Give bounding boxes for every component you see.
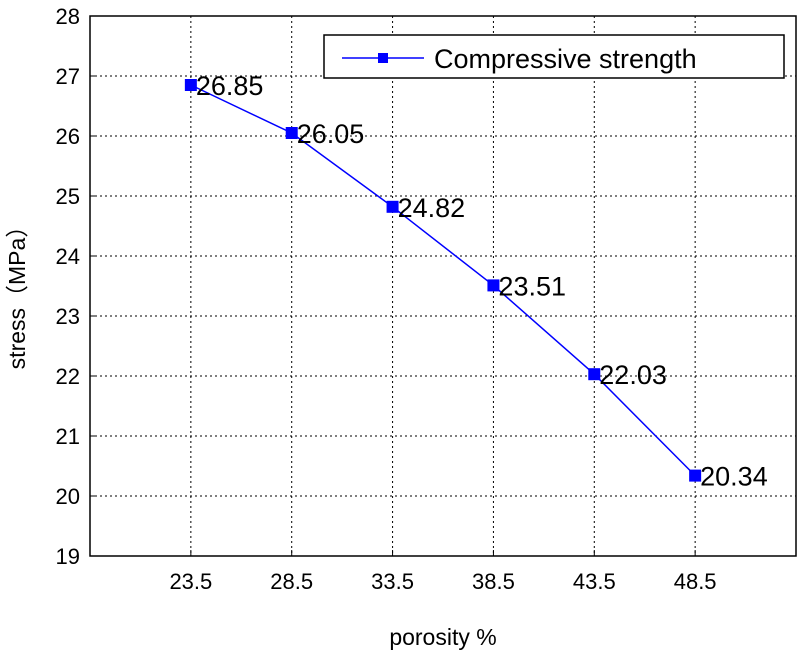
y-tick-label: 26: [56, 124, 80, 149]
x-tick-label: 38.5: [472, 569, 515, 594]
data-point-marker: [588, 368, 601, 381]
y-tick-label: 19: [56, 544, 80, 569]
legend-marker: [378, 53, 388, 63]
y-tick-label: 24: [56, 244, 80, 269]
y-tick-label: 27: [56, 64, 80, 89]
data-label: 20.34: [700, 462, 768, 492]
series-line: [190, 84, 696, 477]
data-label: 23.51: [498, 271, 566, 301]
x-tick-label: 43.5: [573, 569, 616, 594]
legend-label: Compressive strength: [434, 44, 697, 74]
grid-lines: [90, 16, 796, 556]
y-tick-label: 22: [56, 364, 80, 389]
x-axis-label: porosity %: [389, 624, 496, 650]
y-tick-label: 23: [56, 304, 80, 329]
data-point-marker: [285, 127, 298, 139]
data-label: 22.03: [599, 360, 667, 390]
x-tick-label: 28.5: [270, 569, 313, 594]
data-point-marker: [487, 279, 500, 292]
data-label: 26.05: [297, 119, 365, 149]
x-tick-label: 33.5: [371, 569, 414, 594]
legend: Compressive strength: [323, 34, 785, 79]
data-point-marker: [184, 79, 197, 91]
y-tick-label: 25: [56, 184, 80, 209]
data-point-marker: [386, 200, 399, 213]
y-axis-label: stress（MPa）: [4, 215, 30, 370]
legend-box: [323, 34, 785, 79]
plot-area-frame: [89, 15, 797, 557]
y-tick-label: 21: [56, 424, 80, 449]
y-tick-label: 28: [56, 4, 80, 29]
data-point-marker: [689, 469, 702, 482]
series-layer: 26.85 26.05 24.82 23.51 22.03 20.34: [184, 71, 768, 492]
data-label: 24.82: [398, 193, 466, 223]
y-axis: 19 20 21 22 23 24 25 26 27 28: [56, 4, 96, 569]
x-axis: 23.5 28.5 33.5 38.5 43.5 48.5: [169, 550, 717, 594]
x-tick-label: 23.5: [169, 569, 212, 594]
y-tick-label: 20: [56, 484, 80, 509]
x-tick-label: 48.5: [674, 569, 717, 594]
data-label: 26.85: [196, 71, 264, 101]
